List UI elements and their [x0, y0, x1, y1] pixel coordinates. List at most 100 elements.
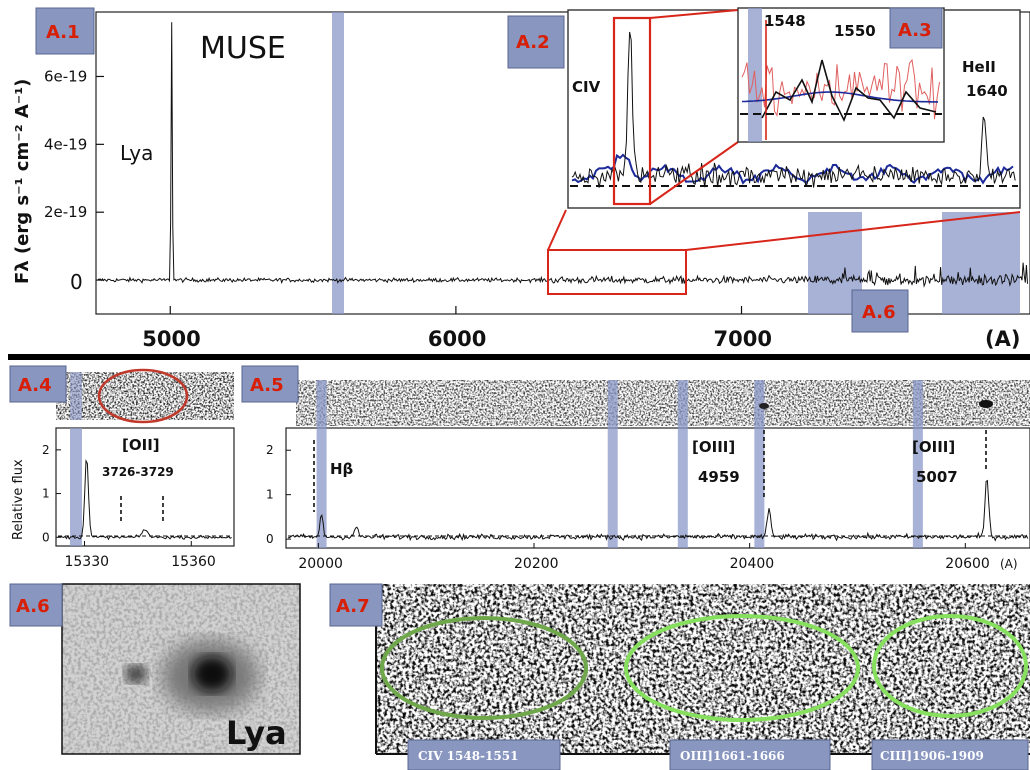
panel-a5: Hβ [OIII] 4959 [OIII] 5007 20000 20200 204… — [241, 365, 1030, 572]
a1-y-axis: 0 2e-19 4e-19 6e-19 — [44, 67, 104, 294]
a2-connector-top — [649, 9, 739, 19]
a5-o3a-wl: 4959 — [698, 468, 740, 486]
a4-spectrum — [57, 458, 232, 541]
a5-o3b-wl: 5007 — [916, 468, 958, 486]
a4-spectrum-line — [57, 458, 232, 541]
a5-sky-band — [607, 380, 618, 548]
a1-ytick-label: 6e-19 — [44, 67, 87, 85]
tag-a7-text: A.7 — [336, 596, 370, 617]
a5-sky-band — [912, 380, 923, 548]
a5-xtick-label: 20200 — [514, 556, 559, 572]
a6-bright-blob — [192, 656, 232, 692]
a1-lya-label: Lya — [120, 141, 153, 165]
a2-spectrum — [571, 31, 1016, 188]
tag-a1 — [35, 7, 95, 55]
a7-oiii-ellipse — [624, 614, 860, 722]
tag-a7 — [329, 583, 383, 627]
tag-a3-text: A.3 — [898, 20, 932, 41]
a1-zoom-box — [547, 249, 687, 295]
panel-a4: [OII] 3726-3729 15330 15360 0 1 2 Relative … — [9, 365, 235, 570]
zoom-connector-left — [547, 209, 567, 251]
tag-a2-text: A.2 — [516, 32, 550, 53]
a4-ytick-label: 1 — [42, 487, 50, 501]
a4-band — [70, 428, 82, 546]
a6-label: Lya — [226, 714, 287, 752]
a6-faint-blob — [125, 665, 147, 683]
a7-ciii-ellipse — [872, 614, 1028, 718]
a7-oiii-badge — [669, 739, 831, 770]
a1-xtick-label: 5000 — [142, 327, 200, 351]
a2-connector-bottom — [649, 141, 739, 205]
a4-y-axis: 0 1 2 — [42, 443, 61, 544]
a7-ciii-label: CIII]1906-1909 — [880, 749, 984, 763]
a1-ylabel: Fλ (erg s⁻¹ cm⁻² A⁻¹) — [12, 79, 33, 284]
a1-x-axis: 5000 6000 7000 — [142, 306, 772, 351]
a7-noise — [376, 584, 1030, 754]
a5-xtick-label: 20400 — [730, 556, 775, 572]
panel-a7: CIV 1548-1551 OIII]1661-1666 CIII]1906-1… — [329, 583, 1030, 770]
a5-hb-label: Hβ — [330, 460, 354, 478]
a7-civ-badge — [407, 739, 561, 770]
separator-bar — [8, 354, 1030, 360]
a5-o3a-blob — [759, 403, 769, 409]
a5-unit: (A) — [1000, 557, 1018, 571]
a4-ylabel: Relative flux — [11, 459, 26, 540]
a1-ytick-label: 4e-19 — [44, 135, 87, 153]
tag-a6-top — [851, 289, 909, 333]
a7-ciii-badge — [871, 739, 1029, 770]
a1-ytick-label: 2e-19 — [44, 203, 87, 221]
a4-ytick-label: 2 — [42, 443, 50, 457]
tag-a4 — [9, 365, 67, 403]
a5-xtick-label: 20600 — [945, 556, 990, 572]
a4-line-label: [OII] — [122, 436, 160, 454]
tag-a6-top-text: A.6 — [862, 302, 896, 323]
a5-sky-band — [754, 380, 765, 548]
a1-ytick-label: 0 — [70, 270, 83, 294]
a4-2d-band — [70, 372, 82, 420]
a7-civ-ellipse — [380, 616, 588, 720]
a1-xtick-label: 7000 — [714, 327, 772, 351]
a4-frame — [55, 427, 235, 547]
a3-wl2: 1550 — [834, 22, 876, 40]
tag-a6 — [9, 583, 63, 627]
a3-spectrum — [741, 20, 940, 140]
a4-oii-circle — [97, 368, 189, 424]
a5-ytick-label: 0 — [266, 532, 274, 546]
a5-ytick-label: 2 — [266, 443, 274, 457]
a5-sky-band — [677, 380, 688, 548]
a1-shaded-region-2 — [942, 212, 1020, 314]
a1-xtick-label: 6000 — [428, 327, 486, 351]
a3-model-line — [741, 91, 938, 103]
a5-spectrum-line — [288, 479, 1029, 542]
a1-spectrum-line — [97, 22, 1028, 288]
a7-oiii-label: OIII]1661-1666 — [680, 749, 785, 763]
a4-ytick-label: 0 — [42, 530, 50, 544]
a5-bands — [316, 380, 923, 548]
a1-frame — [95, 11, 1030, 315]
a3-red-spectrum — [741, 58, 940, 120]
a4-xtick-label: 15330 — [64, 554, 109, 570]
a1-xlabel: (A) — [985, 327, 1020, 351]
a1-title: MUSE — [200, 31, 286, 66]
a3-black-spectrum — [761, 59, 937, 122]
a2-heii-label: HeII — [962, 58, 996, 76]
a2-civ-box — [612, 16, 652, 206]
a7-civ-label: CIV 1548-1551 — [418, 749, 518, 763]
a5-spectrum — [288, 479, 1029, 542]
tag-a2 — [507, 15, 565, 69]
a5-o3b-blob — [979, 400, 993, 408]
a5-y-axis: 0 1 2 — [266, 443, 291, 546]
a3-wl1: 1548 — [764, 12, 806, 30]
a1-spectrum — [97, 22, 1028, 288]
a5-x-axis: 20000 20200 20400 20600 — [298, 543, 990, 572]
a5-sky-band — [316, 380, 327, 548]
panel-a3: 1548 1550 A.3 — [737, 7, 945, 143]
panel-a6: Lya A.6 — [9, 583, 301, 755]
a5-ytick-label: 1 — [266, 488, 274, 502]
a4-range-label: 3726-3729 — [102, 465, 174, 479]
tag-a5 — [241, 365, 299, 403]
a4-2d-noise — [56, 372, 234, 420]
a5-o3b-label: [OIII] — [912, 438, 955, 456]
a2-spectrum-line — [571, 31, 1016, 188]
a4-x-axis: 15330 15360 — [64, 541, 216, 570]
